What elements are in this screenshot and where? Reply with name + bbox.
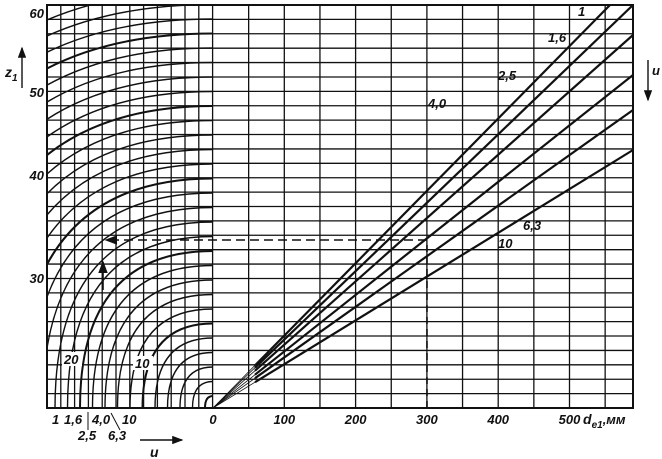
x-tick-label: 300	[416, 412, 438, 427]
u-curve	[47, 206, 214, 354]
u-curve	[47, 163, 214, 240]
series-label: 1,6	[548, 30, 567, 45]
plot-frame	[46, 4, 634, 409]
u-curve	[104, 279, 214, 408]
x-tick-label: 100	[273, 412, 295, 427]
x-tick-label: 200	[344, 412, 367, 427]
u-curve	[66, 235, 214, 408]
u-curve	[79, 250, 214, 408]
series-label: 2,5	[497, 68, 517, 83]
u-tick-label: 2,5	[77, 428, 97, 443]
series-label: 1	[578, 4, 585, 19]
u-tick-label: 10	[122, 412, 137, 427]
u-tick-label: 1,6	[64, 412, 83, 427]
u-curve	[54, 221, 214, 408]
y-tick-label: 50	[30, 85, 45, 100]
u-curve	[179, 366, 214, 408]
leader-line	[110, 412, 121, 431]
u-curves-left	[47, 5, 214, 408]
series-label: 10	[498, 236, 513, 251]
y-tick-label: 30	[30, 271, 45, 286]
u-line-10	[254, 149, 633, 384]
x-tick-label: 0	[209, 412, 217, 427]
u-curve	[204, 395, 214, 408]
u-curve	[47, 5, 214, 37]
u-axis-label-right: u	[652, 63, 660, 78]
series-label: 4,0	[427, 96, 447, 111]
u-line-2-5	[254, 34, 633, 372]
u-curve	[47, 18, 214, 54]
u-curve	[47, 47, 214, 86]
u-curve	[47, 192, 214, 300]
label-bg	[133, 356, 153, 370]
u-line-1	[254, 5, 611, 367]
label-bg	[62, 352, 82, 366]
u-tick-label: 6,3	[108, 428, 127, 443]
u-curve	[154, 337, 214, 408]
u-curve	[166, 351, 214, 408]
u-curve	[47, 76, 214, 121]
grid	[46, 4, 633, 409]
x-axis-label: de1,мм	[583, 411, 626, 431]
u-line-6-3	[254, 109, 633, 380]
x-tick-label: 400	[486, 412, 509, 427]
x-tick-label: 500	[559, 412, 581, 427]
u-line-4-0	[254, 74, 633, 376]
u-curve	[129, 308, 214, 408]
series-label: 6,3	[523, 218, 542, 233]
u-curve	[116, 293, 214, 408]
u-curve	[191, 380, 214, 408]
u-axis-label: u	[150, 444, 159, 459]
u-curve	[47, 61, 214, 103]
u-tick-label: 1	[52, 412, 59, 427]
u-curve	[141, 322, 214, 408]
u-line-1-6	[254, 5, 633, 369]
u-curve	[47, 134, 214, 195]
y-axis-label: z1	[4, 64, 18, 84]
curve-label: 10	[135, 356, 150, 371]
y-tick-label: 40	[29, 168, 45, 183]
u-curve	[47, 90, 214, 138]
y-tick-label: 60	[30, 6, 45, 21]
u-curve	[47, 177, 214, 267]
curve-label: 20	[63, 352, 79, 367]
u-curve	[47, 105, 214, 157]
u-curve	[47, 119, 214, 176]
u-curve	[47, 32, 214, 70]
u-tick-label: 4,0	[91, 412, 111, 427]
u-curve	[91, 264, 214, 408]
u-lines-right	[212, 5, 633, 408]
